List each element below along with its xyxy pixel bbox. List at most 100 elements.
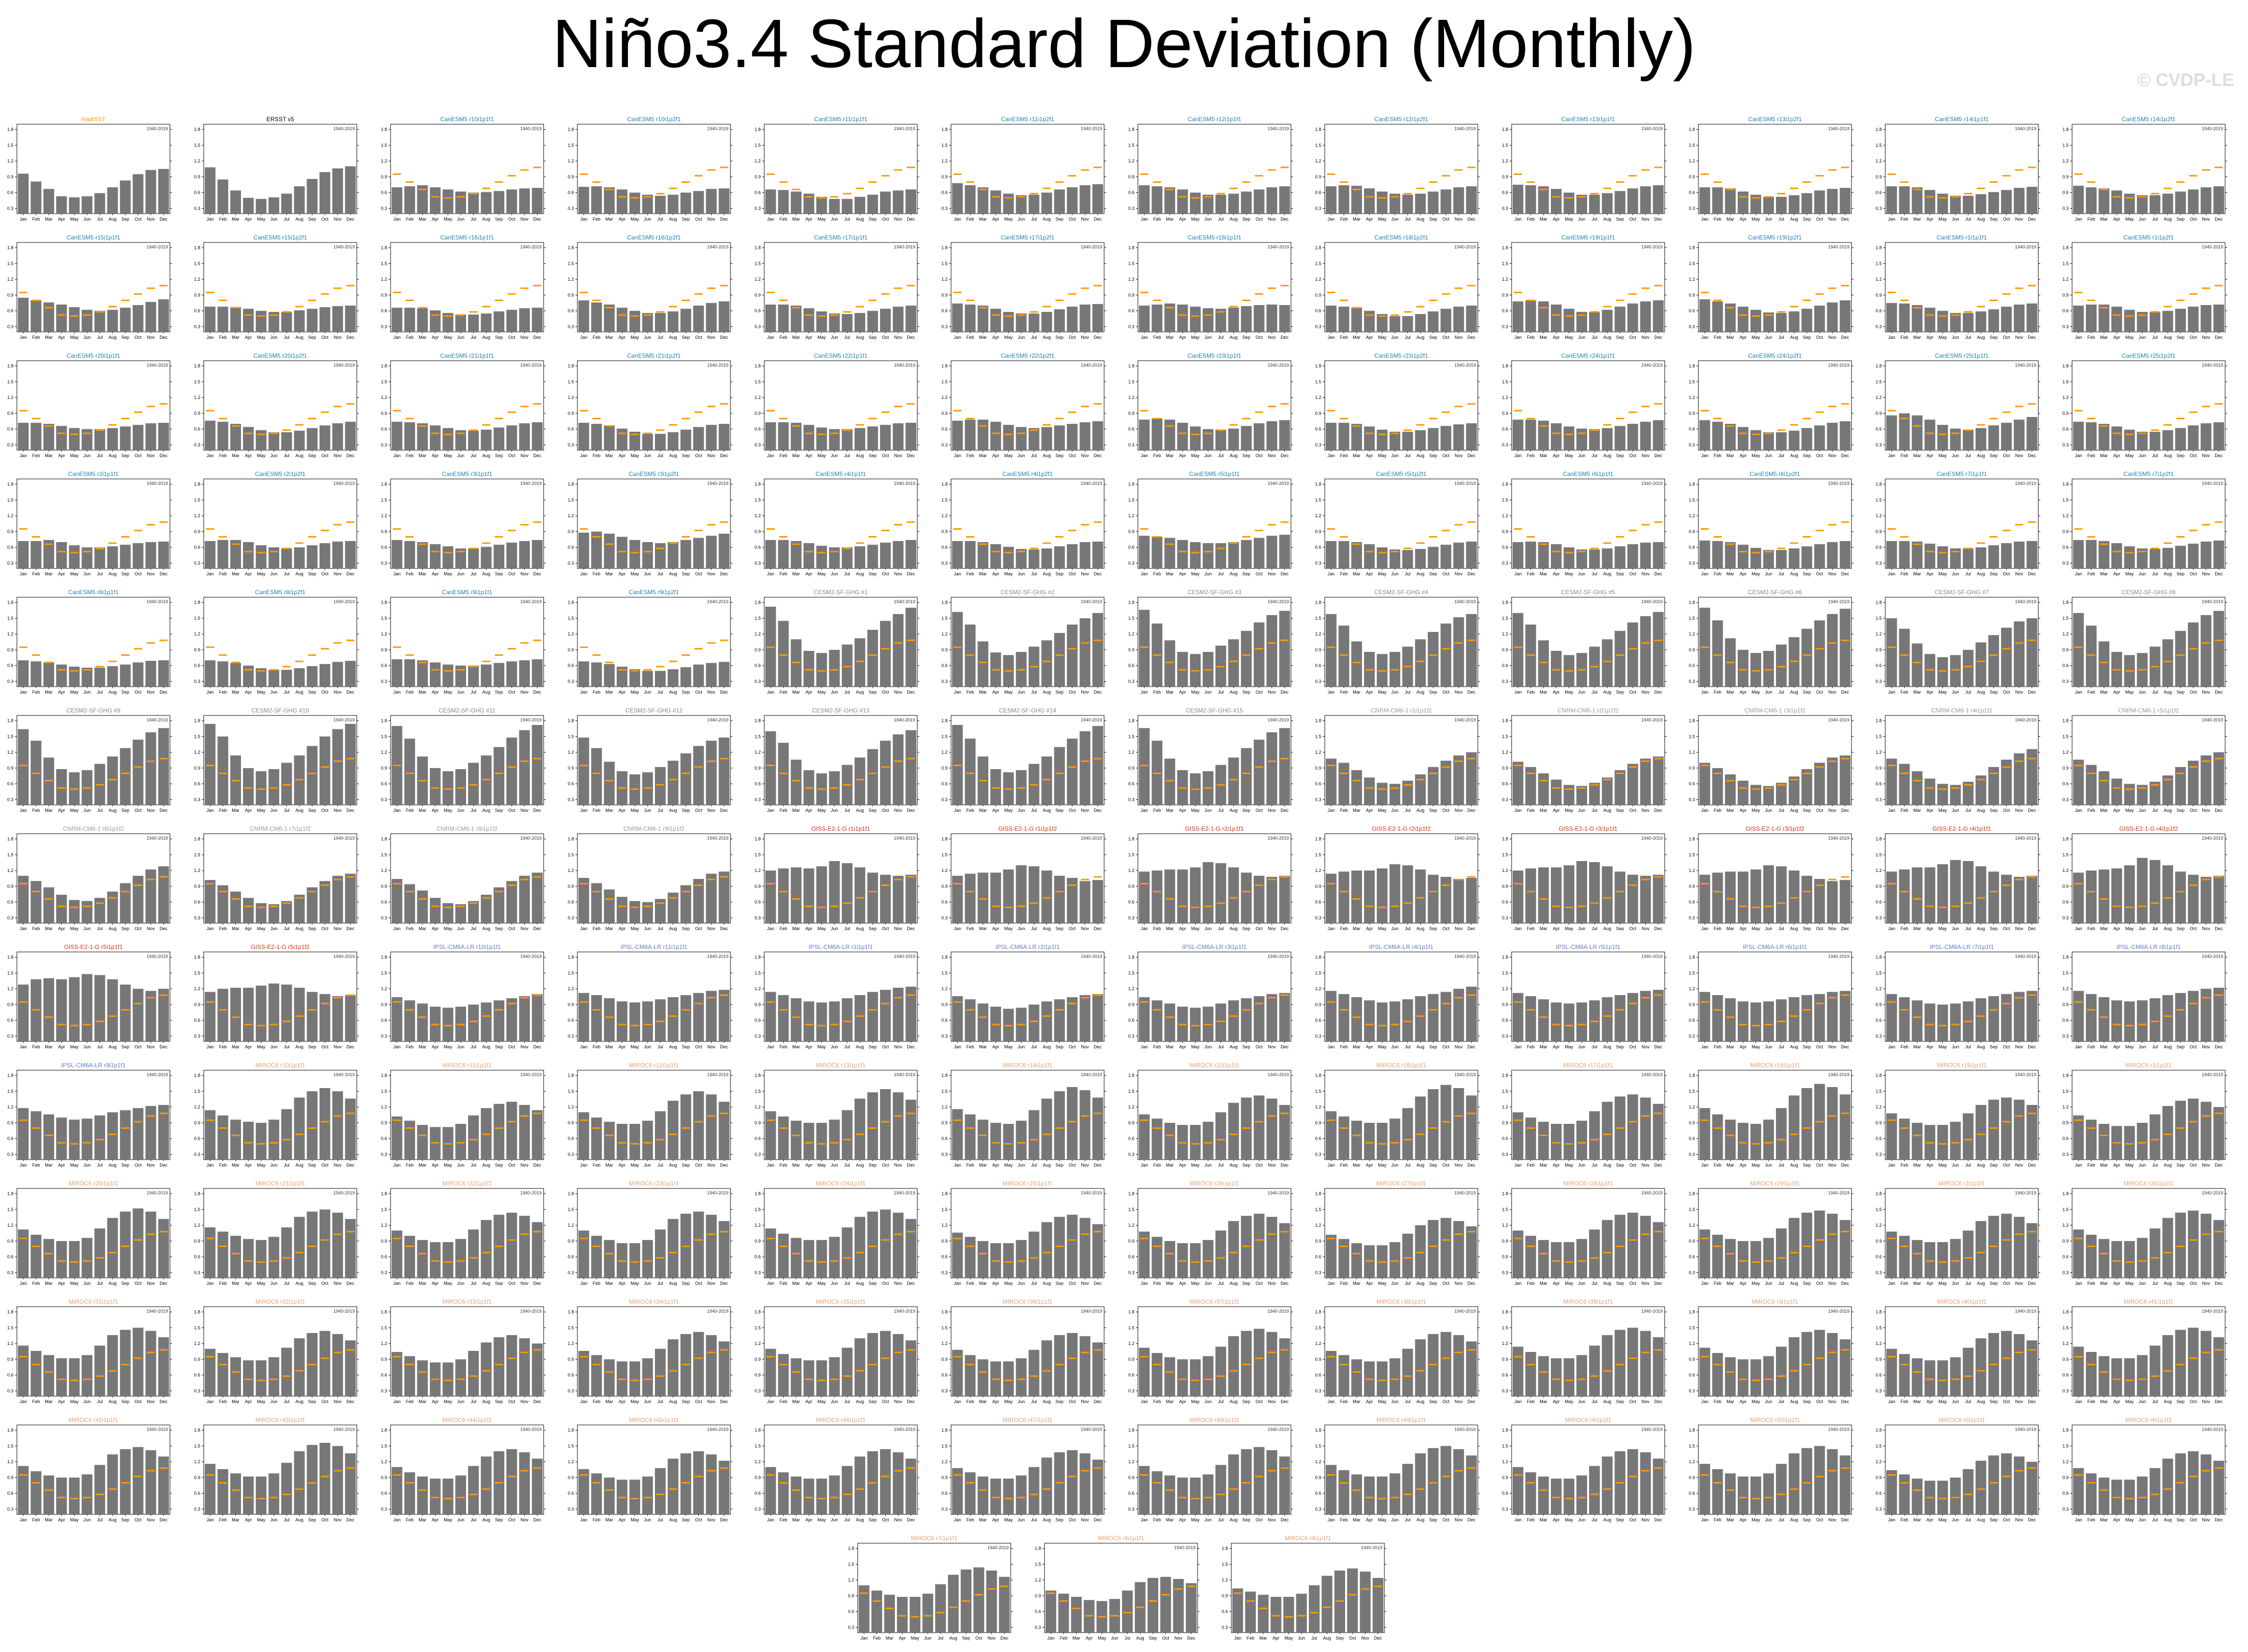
panel-title: CanESM5 r20i1p2f1 (253, 352, 307, 359)
bar (2001, 628, 2012, 687)
x-tick-label: Dec (2028, 690, 2036, 695)
y-tick-label: 0.6 (567, 782, 574, 787)
x-tick-label: Oct (2190, 571, 2197, 576)
bar (1377, 783, 1388, 805)
bar (392, 659, 402, 687)
bar (307, 309, 318, 332)
panel: CanESM5 r23i1p1f11940-20190.30.60.91.21.… (1128, 352, 1293, 458)
y-tick-label: 1.2 (1315, 631, 1321, 636)
x-tick-label: Nov (1268, 808, 1276, 813)
x-tick-label: Jun (457, 453, 465, 458)
bar (1827, 189, 1838, 214)
x-tick-label: Apr (805, 808, 812, 813)
y-tick-label: 1.5 (1875, 379, 1882, 384)
period-label: 1940-2019 (1268, 126, 1289, 131)
bar (1899, 629, 1910, 687)
bar (31, 541, 42, 568)
y-tick-label: 0.9 (1502, 174, 1508, 179)
bar (1538, 640, 1549, 687)
x-tick-label: Oct (695, 571, 703, 576)
panel: CanESM5 r20i1p2f11940-20190.30.60.91.21.… (194, 352, 359, 458)
bar (1814, 190, 1825, 214)
x-tick-label: Apr (2113, 335, 2120, 340)
bar (842, 548, 853, 568)
x-tick-label: Sep (1429, 217, 1437, 222)
y-tick-label: 1.2 (567, 395, 574, 400)
x-tick-label: Dec (1281, 571, 1289, 576)
bar (578, 187, 589, 214)
period-label: 1940-2019 (894, 599, 915, 604)
x-tick-label: Mar (979, 335, 987, 340)
y-tick-label: 0.6 (7, 663, 13, 668)
bar (867, 545, 878, 568)
bar (345, 422, 356, 450)
bar (320, 425, 330, 450)
bar (1080, 305, 1091, 332)
bar (1254, 423, 1265, 450)
y-tick-label: 0.9 (194, 766, 200, 771)
bar (332, 729, 343, 805)
y-tick-label: 1.5 (1502, 616, 1508, 621)
bar (133, 425, 144, 450)
bar (1080, 731, 1091, 805)
x-tick-label: May (1004, 571, 1013, 576)
y-tick-label: 1.5 (1128, 616, 1134, 621)
x-tick-label: Feb (2087, 808, 2095, 813)
x-tick-label: Aug (1416, 690, 1424, 695)
bar (1653, 300, 1664, 332)
x-tick-label: Oct (1816, 571, 1824, 576)
bar (1190, 542, 1201, 568)
x-tick-label: May (1938, 335, 1947, 340)
y-tick-label: 0.3 (381, 679, 387, 684)
panel-title: CESM2-SF-GHG #11 (439, 707, 496, 714)
x-tick-label: Dec (160, 808, 168, 813)
bar (430, 544, 441, 568)
period-label: 1940-2019 (147, 599, 168, 604)
bar (1789, 777, 1800, 805)
bar (1840, 541, 1850, 568)
panel-title: CanESM5 r13i1p2f1 (1748, 116, 1802, 123)
x-tick-label: Dec (907, 808, 915, 813)
panel: CanESM5 r16i1p1f11940-20190.30.60.91.21.… (381, 234, 546, 340)
x-tick-label: Oct (2003, 808, 2010, 813)
x-tick-label: Apr (1927, 217, 1933, 222)
x-tick-label: Nov (1641, 453, 1650, 458)
x-tick-label: Sep (1616, 335, 1624, 340)
y-tick-label: 0.3 (2062, 206, 2069, 211)
x-tick-label: Sep (308, 453, 316, 458)
bar (778, 190, 789, 214)
y-tick-label: 0.6 (1315, 545, 1321, 550)
bar (320, 543, 330, 568)
x-tick-label: Dec (2028, 217, 2036, 222)
bar (392, 540, 402, 568)
x-tick-label: Feb (219, 808, 227, 813)
x-tick-label: May (257, 453, 266, 458)
bar (1950, 429, 1961, 450)
bar (345, 661, 356, 687)
x-tick-label: Sep (1055, 453, 1063, 458)
x-tick-label: Nov (2015, 690, 2023, 695)
y-tick-label: 0.3 (1315, 324, 1321, 329)
x-tick-label: Jan (1701, 217, 1709, 222)
bar (1886, 415, 1897, 450)
x-tick-label: Dec (1467, 571, 1476, 576)
x-tick-label: Mar (1166, 690, 1174, 695)
bar (1428, 312, 1439, 332)
bar (1814, 306, 1825, 332)
bar (1453, 755, 1464, 805)
bar (256, 199, 267, 214)
x-tick-label: May (2125, 335, 2134, 340)
y-tick-label: 1.2 (1128, 158, 1134, 163)
panel-title: CanESM5 r18i1p2f1 (1374, 234, 1428, 241)
y-tick-label: 0.3 (1875, 797, 1882, 802)
bar (1925, 779, 1935, 805)
x-tick-label: Jul (1778, 217, 1784, 222)
y-tick-label: 0.6 (1875, 782, 1882, 787)
bar (1738, 650, 1749, 687)
bar (1389, 316, 1400, 332)
x-tick-label: Aug (1229, 217, 1237, 222)
bar (1241, 306, 1252, 332)
x-tick-label: May (70, 335, 79, 340)
bar (455, 315, 466, 332)
x-tick-label: Dec (1094, 217, 1102, 222)
